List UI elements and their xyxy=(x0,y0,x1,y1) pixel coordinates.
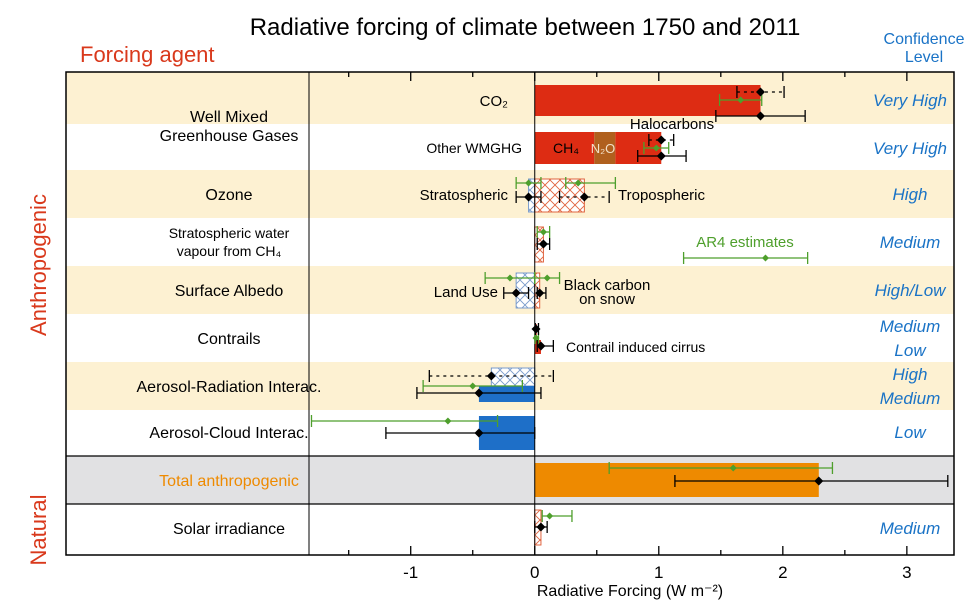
row-band xyxy=(66,72,954,124)
confidence-label: Medium xyxy=(880,317,940,336)
confidence-label: Very High xyxy=(873,91,947,110)
sub-label-co2: CO₂ xyxy=(480,93,509,110)
agent-label: Stratospheric water xyxy=(169,225,290,241)
confidence-header: Confidence Level xyxy=(884,31,965,66)
ar5-estimate-point xyxy=(756,87,765,97)
sub-label-land-use: Land Use xyxy=(434,284,498,301)
confidence-label: Very High xyxy=(873,139,947,158)
sub-label-black-carbon: on snow xyxy=(579,291,635,308)
forcing-bar xyxy=(478,386,535,402)
forcing-bar xyxy=(534,463,819,497)
confidence-label: Low xyxy=(894,423,927,442)
ar5-estimate-point xyxy=(511,288,521,298)
ar4-estimate-point xyxy=(574,179,582,187)
ar4-estimate-point xyxy=(543,274,551,282)
sub-label-tropospheric: Tropospheric xyxy=(618,187,705,204)
legend-ar4-point xyxy=(761,254,769,262)
x-tick-label: 2 xyxy=(778,563,787,582)
forcing-agent-header: Forcing agent xyxy=(80,42,215,67)
forcing-bar xyxy=(534,132,595,164)
ar4-estimate-point xyxy=(737,96,745,104)
agent-label: Solar irradiance xyxy=(173,521,285,538)
ar5-estimate-point xyxy=(814,476,824,486)
legend-label: AR4 estimates xyxy=(696,234,794,251)
ar5-estimate-point xyxy=(524,192,534,202)
ar5-estimate-point xyxy=(474,388,484,398)
agent-label: Aerosol-Cloud Interac. xyxy=(149,425,308,442)
forcing-bar xyxy=(594,132,616,164)
x-tick-label: 3 xyxy=(902,563,911,582)
ar4-estimate-point xyxy=(546,512,554,520)
ar4-estimate-point xyxy=(532,334,540,342)
x-tick-label: -1 xyxy=(403,563,418,582)
agent-label: vapour from CH₄ xyxy=(177,243,282,259)
ar5-estimate-point xyxy=(756,111,765,121)
x-tick-label: 0 xyxy=(530,563,539,582)
component-label-halocarbons: Halocarbons xyxy=(630,116,714,133)
sub-label-black-carbon: Black carbon xyxy=(564,277,651,294)
ar5-estimate-point xyxy=(656,151,666,161)
forcing-bar xyxy=(490,367,536,387)
confidence-label: Medium xyxy=(880,519,940,538)
chart-title: Radiative forcing of climate between 175… xyxy=(250,14,801,41)
confidence-label: Medium xyxy=(880,233,940,252)
ar5-estimate-point xyxy=(531,324,541,334)
ar5-estimate-point xyxy=(579,192,589,202)
sub-label-contrail-cirrus: Contrail induced cirrus xyxy=(566,339,705,355)
ar5-estimate-point xyxy=(536,341,546,351)
ar5-estimate-point xyxy=(536,522,546,532)
agent-label: Ozone xyxy=(205,187,252,204)
row-band xyxy=(66,504,954,555)
ar5-estimate-point xyxy=(474,428,484,438)
ar4-estimate-point xyxy=(469,382,477,390)
ar4-estimate-point xyxy=(729,464,737,472)
ar5-estimate-point xyxy=(656,135,666,145)
agent-label: Total anthropogenic xyxy=(159,473,299,490)
agent-label: Contrails xyxy=(197,331,260,348)
row-band xyxy=(66,314,954,362)
x-tick-label: 1 xyxy=(654,563,663,582)
component-label-ch4: CH₄ xyxy=(553,140,579,156)
ar4-estimate-point xyxy=(506,274,514,282)
x-axis-label: Radiative Forcing (W m⁻²) xyxy=(537,583,723,600)
confidence-label: Medium xyxy=(880,389,940,408)
plot-frame xyxy=(65,71,955,556)
component-label-n2o: N₂O xyxy=(591,141,616,156)
group-label-natural: Natural xyxy=(26,495,51,566)
ar5-estimate-point xyxy=(486,371,496,381)
confidence-label: Low xyxy=(894,341,927,360)
ar4-estimate-point xyxy=(539,228,547,236)
row-band xyxy=(66,124,954,170)
confidence-label: High xyxy=(893,365,928,384)
ar4-estimate-point xyxy=(444,417,452,425)
ar4-estimate-point xyxy=(525,179,533,187)
agent-label: Greenhouse Gases xyxy=(160,128,299,145)
confidence-label: High/Low xyxy=(875,281,948,300)
row-band xyxy=(66,266,954,314)
agent-label: Surface Albedo xyxy=(175,283,284,300)
confidence-label: High xyxy=(893,185,928,204)
agent-label: Well Mixed xyxy=(190,109,268,126)
ar5-estimate-point xyxy=(538,239,548,249)
ar5-estimate-point xyxy=(535,288,545,298)
ar4-estimate-point xyxy=(652,144,660,152)
group-label-anthropogenic: Anthropogenic xyxy=(26,194,51,336)
agent-label: Aerosol-Radiation Interac. xyxy=(137,379,322,396)
sub-label-stratospheric: Stratospheric xyxy=(420,187,509,204)
row-band xyxy=(66,170,954,218)
sub-label-other-wmghg: Other WMGHG xyxy=(426,140,522,156)
